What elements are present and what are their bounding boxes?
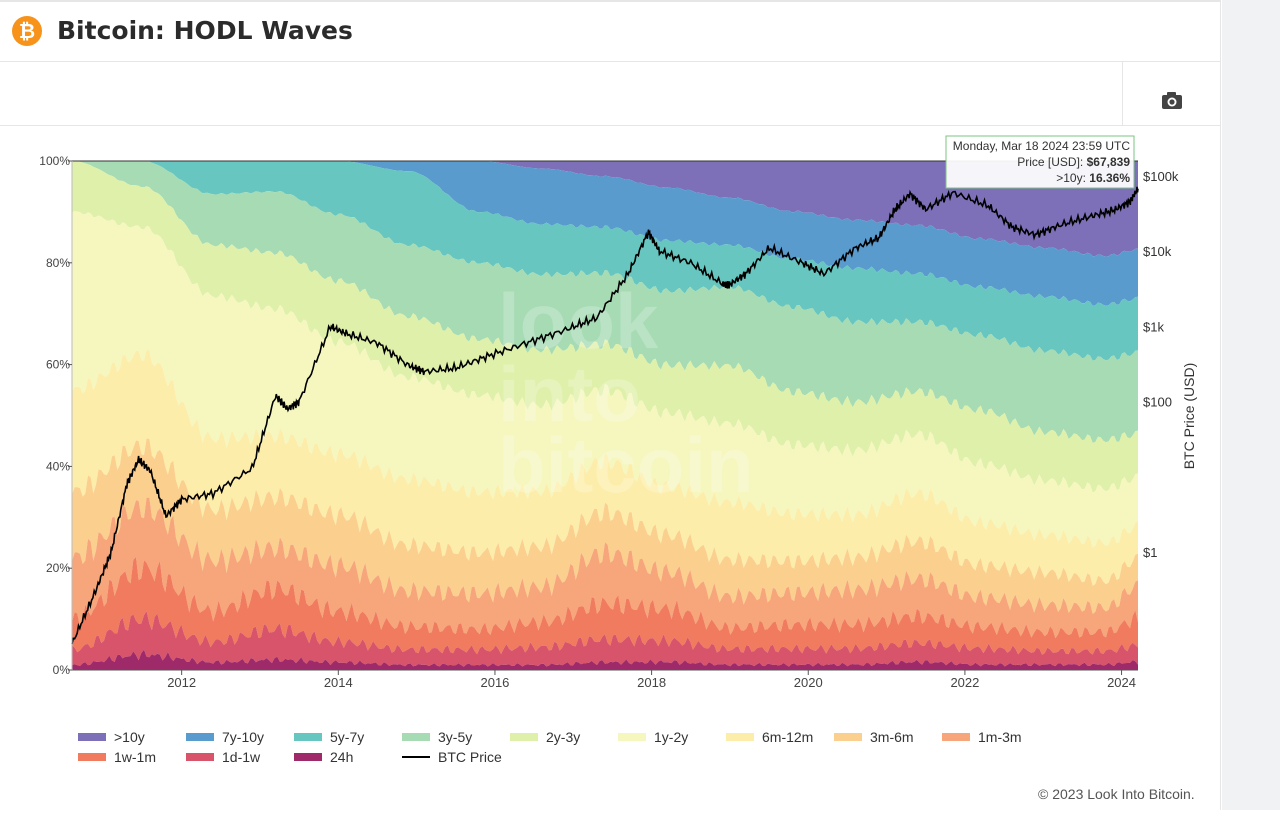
right-y-tick-label: $100 — [1143, 395, 1172, 410]
legend-swatch — [78, 733, 106, 741]
legend-label: 3m-6m — [870, 729, 914, 745]
band-1m3m-area — [72, 497, 1138, 639]
legend-item[interactable]: 1m-3m — [942, 729, 1022, 745]
x-tick-label: 2024 — [1107, 675, 1136, 690]
tooltip-date: Monday, Mar 18 2024 23:59 UTC — [953, 139, 1131, 153]
tooltip-band-label: >10y: — [1056, 171, 1086, 185]
btc-price-line — [71, 186, 1139, 645]
legend-item[interactable]: 5y-7y — [294, 729, 364, 745]
hover-tooltip: Monday, Mar 18 2024 23:59 UTC Price [USD… — [945, 135, 1135, 189]
copyright-footer: © 2023 Look Into Bitcoin. — [1038, 786, 1195, 802]
page-header: ₿ Bitcoin: HODL Waves — [0, 0, 1221, 62]
camera-icon — [1162, 92, 1182, 109]
x-tick-label: 2012 — [167, 675, 196, 690]
tooltip-price-value: $67,839 — [1087, 155, 1131, 169]
legend-label: 1y-2y — [654, 729, 688, 745]
chart-container: look into bitcoin 0% 20% 40% 60% 80% 100% 2012… — [0, 126, 1221, 810]
band-1y2y-area — [72, 211, 1138, 548]
legend-swatch — [834, 733, 862, 741]
x-tick-label: 2018 — [637, 675, 666, 690]
right-y-tick-label: $100k — [1143, 169, 1179, 184]
legend-item[interactable]: BTC Price — [402, 749, 502, 765]
y-tick-label: 100% — [39, 154, 70, 168]
band-1d1w-area — [72, 611, 1138, 667]
y-tick-label: 0% — [53, 663, 71, 677]
legend-swatch — [78, 753, 106, 761]
camera-button[interactable] — [1122, 62, 1221, 125]
right-y-tick-label: $1k — [1143, 319, 1164, 334]
y-tick-label: 60% — [46, 358, 70, 372]
legend-swatch — [942, 733, 970, 741]
legend-swatch — [510, 733, 538, 741]
legend-item[interactable]: 3m-6m — [834, 729, 914, 745]
band-2y3y-area — [72, 161, 1138, 493]
legend-item[interactable]: 3y-5y — [402, 729, 472, 745]
legend-item[interactable]: 1y-2y — [618, 729, 688, 745]
svg-text:>10y: 16.36%: >10y: 16.36% — [1056, 171, 1130, 185]
legend-item[interactable]: 1d-1w — [186, 749, 261, 765]
legend-swatch — [294, 733, 322, 741]
watermark-line: into — [498, 350, 641, 438]
svg-text:Price [USD]: $67,839: Price [USD]: $67,839 — [1017, 155, 1130, 169]
watermark-line: bitcoin — [498, 421, 754, 509]
right-gutter — [1222, 0, 1280, 810]
legend-label: >10y — [114, 729, 145, 745]
chart-toolbar — [0, 62, 1221, 126]
bitcoin-logo-icon: ₿ — [12, 16, 42, 46]
right-y-tick-label: $10k — [1143, 244, 1172, 259]
legend-label: 1w-1m — [114, 749, 156, 765]
legend-item[interactable]: 24h — [294, 749, 353, 765]
legend-label: 2y-3y — [546, 729, 580, 745]
legend-label: 24h — [330, 749, 353, 765]
y-tick-label: 40% — [46, 459, 70, 473]
tooltip-band-value: 16.36% — [1089, 171, 1130, 185]
x-tick-label: 2020 — [794, 675, 823, 690]
legend-item[interactable]: 7y-10y — [186, 729, 264, 745]
legend-item[interactable]: >10y — [78, 729, 145, 745]
legend-swatch — [294, 753, 322, 761]
legend-item[interactable]: 1w-1m — [78, 749, 156, 765]
band-24h-area — [72, 649, 1138, 670]
legend-swatch — [186, 733, 214, 741]
legend-swatch — [186, 753, 214, 761]
legend-label: 1m-3m — [978, 729, 1022, 745]
legend-label: BTC Price — [438, 749, 502, 765]
x-tick-label: 2022 — [950, 675, 979, 690]
band-6m12m-area — [72, 349, 1138, 586]
hodl-waves-chart: look into bitcoin 0%20%40%60%80%100%2012… — [39, 135, 1197, 765]
band-3m6m-area — [72, 438, 1138, 614]
band-10y-area — [72, 161, 1138, 257]
legend-item[interactable]: 6m-12m — [726, 729, 813, 745]
legend-label: 5y-7y — [330, 729, 364, 745]
band-3y5y-area — [72, 161, 1138, 443]
band-7y10y-area — [72, 161, 1138, 306]
legend-label: 1d-1w — [222, 749, 261, 765]
legend-label: 7y-10y — [222, 729, 264, 745]
right-y-tick-label: $1 — [1143, 545, 1157, 560]
legend-swatch — [402, 733, 430, 741]
legend-swatch — [726, 733, 754, 741]
band-5y7y-area — [72, 161, 1138, 361]
y-tick-label: 80% — [46, 256, 70, 270]
legend-label: 6m-12m — [762, 729, 813, 745]
x-tick-label: 2016 — [480, 675, 509, 690]
legend-item[interactable]: 2y-3y — [510, 729, 580, 745]
y-tick-label: 20% — [46, 561, 70, 575]
band-1w1m-area — [72, 557, 1138, 655]
right-y-axis-title: BTC Price (USD) — [1181, 363, 1197, 470]
legend-label: 3y-5y — [438, 729, 472, 745]
legend-swatch — [618, 733, 646, 741]
tooltip-price-label: Price [USD]: — [1017, 155, 1083, 169]
x-tick-label: 2014 — [324, 675, 353, 690]
page-title: Bitcoin: HODL Waves — [57, 16, 353, 45]
